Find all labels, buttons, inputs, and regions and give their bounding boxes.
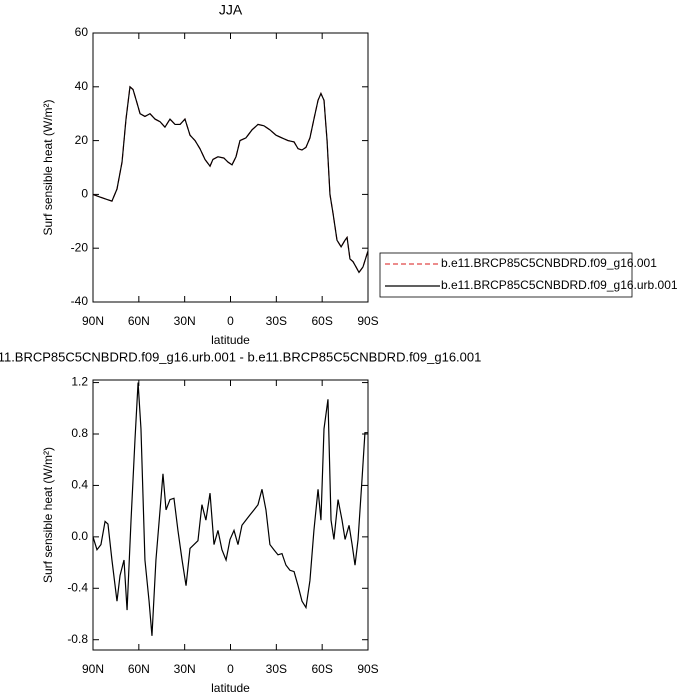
x-tick-label: 60S xyxy=(311,662,332,676)
x-axis-label: latitude xyxy=(211,681,250,695)
y-tick-label: 0.8 xyxy=(71,426,88,440)
x-tick-label: 90S xyxy=(357,314,378,328)
plot-frame xyxy=(92,32,369,303)
legend-label: b.e11.BRCP85C5CNBDRD.f09_g16.001 xyxy=(441,256,657,270)
x-tick-label: 0 xyxy=(227,662,234,676)
y-tick-label: 0.4 xyxy=(71,478,88,492)
x-axis-label: latitude xyxy=(211,333,250,347)
y-tick-label: 0.0 xyxy=(71,529,88,543)
y-tick-label: 1.2 xyxy=(71,375,88,389)
x-tick-label: 30N xyxy=(174,662,196,676)
x-tick-label: 0 xyxy=(227,314,234,328)
data-line xyxy=(92,85,369,274)
data-line xyxy=(92,382,368,636)
x-tick-label: 30N xyxy=(174,314,196,328)
legend-box xyxy=(379,252,633,298)
y-tick-label: -0.4 xyxy=(67,580,88,594)
x-tick-label: 90S xyxy=(357,662,378,676)
plot-frame xyxy=(92,379,369,651)
x-tick-label: 60S xyxy=(311,314,332,328)
y-tick-label: -0.8 xyxy=(67,632,88,646)
x-tick-label: 30S xyxy=(266,314,287,328)
x-tick-label: 30S xyxy=(266,662,287,676)
y-tick-label: -40 xyxy=(71,294,89,308)
x-tick-label: 60N xyxy=(128,662,150,676)
y-tick-label: -20 xyxy=(71,240,89,254)
y-axis-label: Surf sensible heat (W/m²) xyxy=(41,447,55,583)
y-tick-label: 20 xyxy=(75,133,89,147)
x-tick-label: 60N xyxy=(128,314,150,328)
data-line xyxy=(92,85,369,274)
y-tick-label: 0 xyxy=(81,187,88,201)
y-tick-label: 60 xyxy=(75,25,89,39)
x-tick-label: 90N xyxy=(82,662,104,676)
y-tick-label: 40 xyxy=(75,79,89,93)
legend-label: b.e11.BRCP85C5CNBDRD.f09_g16.urb.001 xyxy=(441,278,678,292)
x-tick-label: 90N xyxy=(82,314,104,328)
chart-title: JJA xyxy=(219,2,243,18)
chart-title: b.e11.BRCP85C5CNBDRD.f09_g16.urb.001 - b… xyxy=(0,349,481,364)
y-axis-label: Surf sensible heat (W/m²) xyxy=(41,99,55,235)
